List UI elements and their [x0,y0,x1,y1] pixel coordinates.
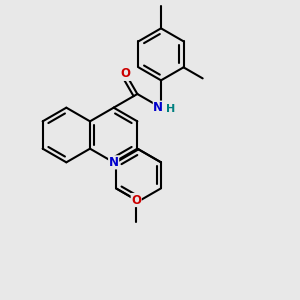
Text: N: N [153,101,163,114]
Text: N: N [109,156,119,169]
Text: H: H [167,104,176,114]
Text: O: O [121,68,131,80]
Text: O: O [131,194,141,206]
